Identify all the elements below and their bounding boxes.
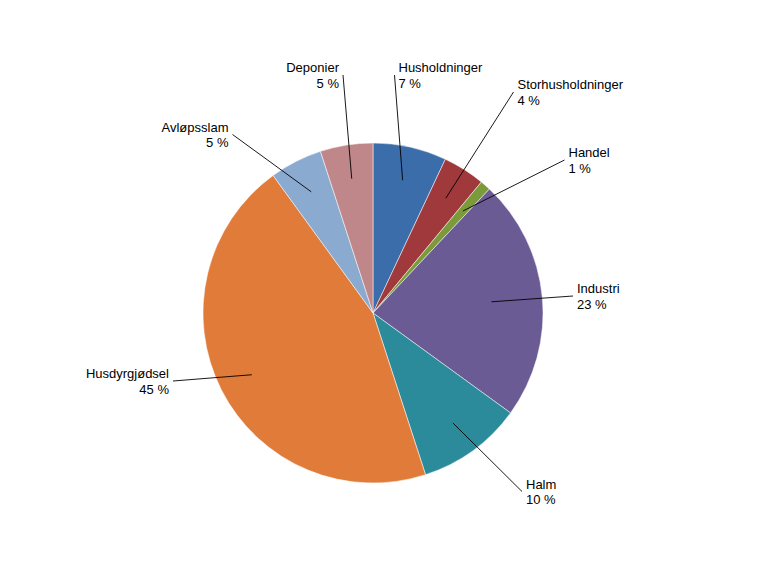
- svg-text:Storhusholdninger4 %: Storhusholdninger4 %: [518, 77, 624, 108]
- svg-text:Husdyrgjødsel45 %: Husdyrgjødsel45 %: [86, 366, 170, 397]
- svg-text:Husholdninger7 %: Husholdninger7 %: [399, 60, 484, 91]
- svg-text:Halm10 %: Halm10 %: [526, 476, 556, 507]
- svg-text:Handel1 %: Handel1 %: [569, 145, 610, 176]
- svg-text:Avløpsslam5 %: Avløpsslam5 %: [162, 119, 229, 150]
- svg-text:Industri23 %: Industri23 %: [577, 281, 620, 312]
- svg-text:Deponier5 %: Deponier5 %: [286, 60, 339, 91]
